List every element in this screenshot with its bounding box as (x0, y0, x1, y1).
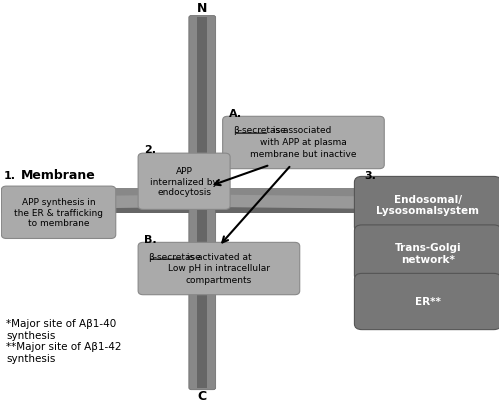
Text: APP
internalized by
endocytosis: APP internalized by endocytosis (150, 167, 218, 197)
Polygon shape (202, 195, 367, 209)
FancyBboxPatch shape (189, 17, 216, 390)
Text: 3.: 3. (364, 171, 376, 181)
FancyBboxPatch shape (2, 189, 367, 214)
Text: ER**: ER** (415, 297, 440, 307)
Text: β-secretase: β-secretase (148, 252, 201, 261)
Text: membrane but inactive: membrane but inactive (250, 149, 356, 158)
Text: is associated: is associated (270, 126, 332, 135)
Text: with APP at plasma: with APP at plasma (260, 138, 347, 147)
FancyBboxPatch shape (198, 18, 207, 388)
FancyBboxPatch shape (2, 189, 367, 198)
Text: *Major site of Aβ1-40
synthesis
**Major site of Aβ1-42
synthesis: *Major site of Aβ1-40 synthesis **Major … (6, 318, 122, 363)
Text: APP synthesis in
the ER & trafficking
to membrane: APP synthesis in the ER & trafficking to… (14, 198, 103, 228)
Text: is activated at: is activated at (184, 252, 252, 261)
Text: B.: B. (144, 235, 156, 245)
FancyBboxPatch shape (354, 274, 500, 330)
Text: 1.: 1. (4, 170, 16, 180)
FancyBboxPatch shape (354, 225, 500, 281)
Text: N: N (197, 2, 207, 15)
FancyBboxPatch shape (2, 187, 116, 239)
Text: A.: A. (228, 109, 241, 119)
Text: compartments: compartments (186, 275, 252, 284)
Text: Trans-Golgi
network*: Trans-Golgi network* (394, 243, 461, 264)
FancyBboxPatch shape (138, 154, 230, 210)
Text: 2.: 2. (144, 145, 156, 155)
FancyBboxPatch shape (354, 177, 500, 233)
Text: β-secretase: β-secretase (234, 126, 286, 135)
Text: C: C (198, 389, 207, 402)
FancyBboxPatch shape (222, 117, 384, 169)
Text: Membrane: Membrane (22, 168, 96, 181)
Polygon shape (56, 195, 203, 209)
Text: Endosomal/
Lysosomalsystem: Endosomal/ Lysosomalsystem (376, 194, 480, 216)
FancyBboxPatch shape (138, 243, 300, 295)
Text: Low pH in intracellular: Low pH in intracellular (168, 264, 270, 273)
